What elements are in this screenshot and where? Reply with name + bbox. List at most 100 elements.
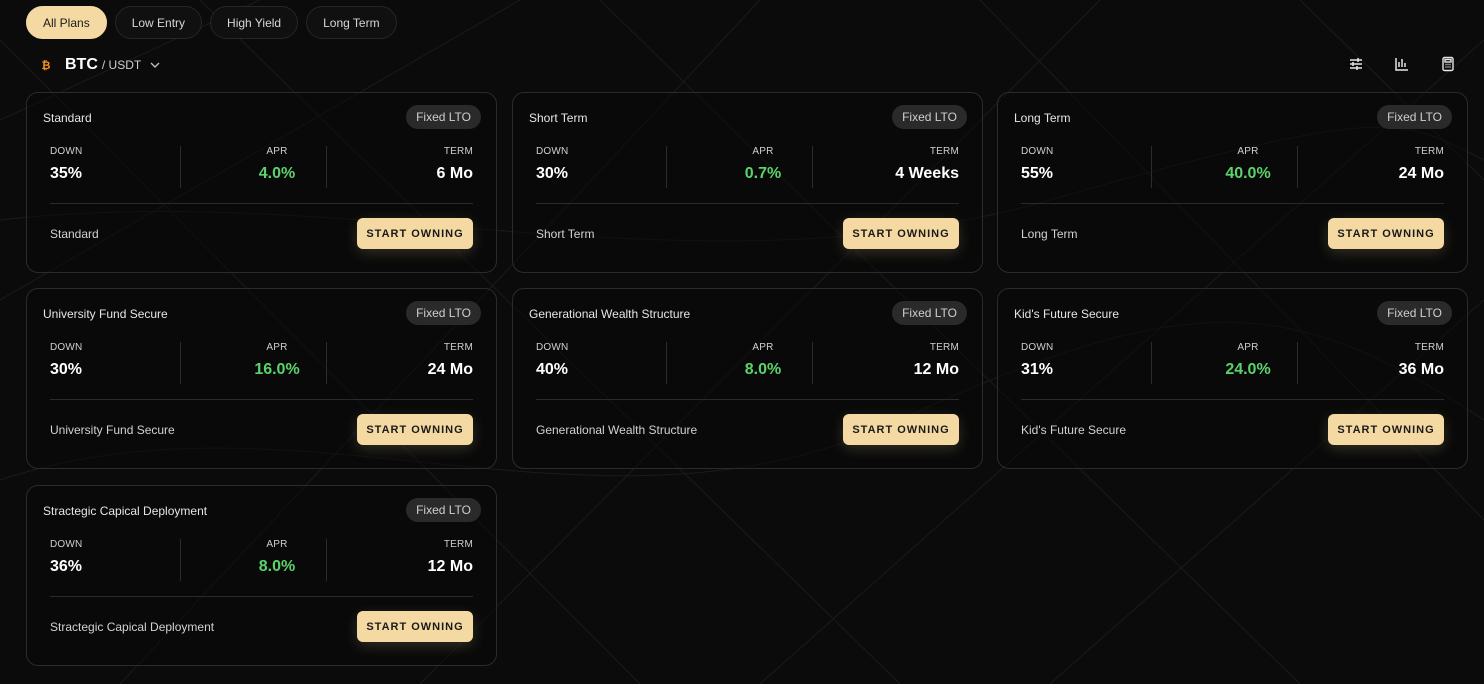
apr-value: 16.0% <box>254 361 300 378</box>
card-divider <box>50 399 473 400</box>
card-title: University Fund Secure <box>43 307 168 321</box>
pair-selector[interactable]: ₿ BTC / USDT <box>40 54 161 76</box>
down-stat: DOWN 30% <box>50 342 82 384</box>
stat-divider <box>180 342 181 384</box>
apr-stat: APR 8.0% <box>204 539 350 581</box>
term-stat: TERM 6 Mo <box>437 146 473 188</box>
down-value: 35% <box>50 165 83 182</box>
pair-quote: / USDT <box>101 58 142 72</box>
term-label: TERM <box>443 539 473 550</box>
plan-stats: DOWN 31% APR 24.0% TERM 36 Mo <box>1021 342 1444 384</box>
apr-stat: APR 0.7% <box>690 146 836 188</box>
apr-value: 8.0% <box>744 361 782 378</box>
down-value: 40% <box>536 361 569 378</box>
down-stat: DOWN 55% <box>1021 146 1053 188</box>
calculator-icon[interactable] <box>1440 55 1456 73</box>
start-owning-button[interactable]: START OWNING <box>357 611 473 642</box>
plan-stats: DOWN 35% APR 4.0% TERM 6 Mo <box>50 146 473 188</box>
down-label: DOWN <box>536 146 569 157</box>
plan-type-badge: Fixed LTO <box>406 498 481 522</box>
term-stat: TERM 12 Mo <box>914 342 959 384</box>
term-stat: TERM 4 Weeks <box>895 146 959 188</box>
plan-type-badge: Fixed LTO <box>406 105 481 129</box>
plan-type-badge: Fixed LTO <box>892 105 967 129</box>
tab-high-yield[interactable]: High Yield <box>210 6 299 39</box>
start-owning-button[interactable]: START OWNING <box>357 414 473 445</box>
card-title: Generational Wealth Structure <box>529 307 691 321</box>
stat-divider <box>326 539 327 581</box>
tab-low-entry[interactable]: Low Entry <box>114 6 203 39</box>
term-stat: TERM 24 Mo <box>428 342 473 384</box>
stat-divider <box>666 342 667 384</box>
term-label: TERM <box>929 146 959 157</box>
down-value: 31% <box>1021 361 1054 378</box>
term-value: 6 Mo <box>436 165 473 182</box>
card-title: Long Term <box>1014 111 1071 125</box>
stat-divider <box>812 342 813 384</box>
stat-divider <box>1297 146 1298 188</box>
term-value: 24 Mo <box>1398 165 1444 182</box>
down-stat: DOWN 35% <box>50 146 82 188</box>
term-label: TERM <box>443 146 473 157</box>
term-stat: TERM 12 Mo <box>428 539 473 581</box>
stat-divider <box>1297 342 1298 384</box>
card-footer-label: Stractegic Capical Deployment <box>50 620 215 634</box>
plan-type-badge: Fixed LTO <box>1377 301 1452 325</box>
apr-label: APR <box>1237 342 1259 353</box>
start-owning-button[interactable]: START OWNING <box>1328 414 1444 445</box>
tab-all-plans[interactable]: All Plans <box>26 6 107 39</box>
plan-stats: DOWN 40% APR 8.0% TERM 12 Mo <box>536 342 959 384</box>
apr-stat: APR 4.0% <box>204 146 350 188</box>
stat-divider <box>812 146 813 188</box>
plan-type-badge: Fixed LTO <box>892 301 967 325</box>
down-value: 36% <box>50 558 83 575</box>
term-value: 4 Weeks <box>895 165 959 182</box>
start-owning-button[interactable]: START OWNING <box>843 414 959 445</box>
svg-text:₿: ₿ <box>42 59 51 71</box>
stat-divider <box>1151 146 1152 188</box>
card-divider <box>536 399 959 400</box>
apr-value: 24.0% <box>1225 361 1271 378</box>
sliders-icon[interactable] <box>1348 55 1364 73</box>
apr-value: 0.7% <box>744 165 782 182</box>
down-stat: DOWN 40% <box>536 342 568 384</box>
apr-stat: APR 40.0% <box>1175 146 1321 188</box>
pair-base: BTC <box>65 56 98 73</box>
card-divider <box>1021 203 1444 204</box>
down-label: DOWN <box>536 342 569 353</box>
apr-label: APR <box>266 342 288 353</box>
plan-card-short-term: Short Term Fixed LTO DOWN 30% APR 0.7% T… <box>512 92 983 273</box>
apr-label: APR <box>266 146 288 157</box>
plan-type-badge: Fixed LTO <box>1377 105 1452 129</box>
tab-long-term[interactable]: Long Term <box>306 6 397 39</box>
down-value: 30% <box>50 361 83 378</box>
term-value: 12 Mo <box>427 558 473 575</box>
card-footer-label: Kid's Future Secure <box>1021 423 1127 437</box>
card-footer-label: University Fund Secure <box>50 423 175 437</box>
chevron-down-icon <box>149 59 161 71</box>
card-divider <box>50 596 473 597</box>
down-stat: DOWN 36% <box>50 539 82 581</box>
term-stat: TERM 24 Mo <box>1399 146 1444 188</box>
term-label: TERM <box>443 342 473 353</box>
stat-divider <box>326 146 327 188</box>
term-value: 12 Mo <box>913 361 959 378</box>
plan-card-long-term: Long Term Fixed LTO DOWN 55% APR 40.0% T… <box>997 92 1468 273</box>
plan-card-strategic-capital-deployment: Stractegic Capical Deployment Fixed LTO … <box>26 485 497 666</box>
card-divider <box>50 203 473 204</box>
card-title: Stractegic Capical Deployment <box>43 504 208 518</box>
stat-divider <box>1151 342 1152 384</box>
card-title: Kid's Future Secure <box>1014 307 1120 321</box>
down-label: DOWN <box>50 539 83 550</box>
plan-card-kids-future-secure: Kid's Future Secure Fixed LTO DOWN 31% A… <box>997 288 1468 469</box>
start-owning-button[interactable]: START OWNING <box>843 218 959 249</box>
apr-stat: APR 16.0% <box>204 342 350 384</box>
card-footer-label: Long Term <box>1021 227 1078 241</box>
apr-label: APR <box>266 539 288 550</box>
start-owning-button[interactable]: START OWNING <box>357 218 473 249</box>
card-title: Short Term <box>529 111 588 125</box>
bitcoin-icon: ₿ <box>40 59 52 71</box>
apr-value: 4.0% <box>258 165 296 182</box>
start-owning-button[interactable]: START OWNING <box>1328 218 1444 249</box>
bar-chart-icon[interactable] <box>1394 55 1410 73</box>
